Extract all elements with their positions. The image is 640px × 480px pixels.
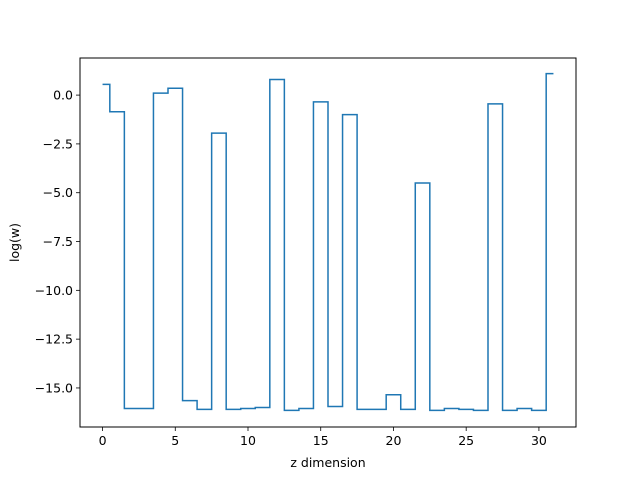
y-tick-label: −2.5 — [43, 136, 73, 151]
x-tick-label: 0 — [99, 433, 107, 448]
y-tick-label: −12.5 — [35, 332, 73, 347]
data-point — [130, 406, 134, 410]
data-point — [159, 91, 163, 95]
data-point — [551, 72, 555, 76]
y-tick-label: 0.0 — [53, 88, 73, 103]
y-axis-label: log(w) — [7, 223, 22, 262]
data-point — [144, 406, 148, 410]
data-point — [537, 408, 541, 412]
x-tick-label: 25 — [458, 433, 474, 448]
plot-frame — [79, 57, 577, 428]
data-point — [362, 407, 366, 411]
data-point — [231, 407, 235, 411]
data-point — [435, 408, 439, 412]
data-point — [304, 406, 308, 410]
data-point — [493, 102, 497, 106]
data-point — [479, 408, 483, 412]
x-tick-label: 5 — [171, 433, 179, 448]
series-line-0 — [102, 72, 554, 412]
data-point — [101, 82, 105, 86]
data-point — [348, 113, 352, 117]
data-point — [173, 86, 177, 90]
data-point — [115, 110, 119, 114]
x-axis-label: z dimension — [290, 455, 365, 470]
x-tick-label: 15 — [313, 433, 329, 448]
y-tick-label: −10.0 — [35, 283, 73, 298]
data-point — [464, 407, 468, 411]
data-point — [421, 181, 425, 185]
y-tick-label: −7.5 — [43, 234, 73, 249]
y-axis-ticks: 0.0 −2.5 −5.0 −7.5 −10.0 −12.5 −15.0 — [35, 88, 80, 395]
x-tick-label: 30 — [531, 433, 547, 448]
data-point — [246, 406, 250, 410]
data-point — [202, 407, 206, 411]
data-point — [275, 77, 279, 81]
x-axis-ticks: 0 5 10 15 20 25 30 — [99, 427, 547, 448]
data-point — [450, 406, 454, 410]
data-point — [391, 393, 395, 397]
data-point — [508, 408, 512, 412]
data-point — [188, 399, 192, 403]
y-tick-label: −5.0 — [43, 185, 73, 200]
data-point — [261, 405, 265, 409]
y-tick-label: −15.0 — [35, 380, 73, 395]
data-point — [406, 407, 410, 411]
data-point — [290, 408, 294, 412]
x-tick-label: 20 — [386, 433, 402, 448]
data-point — [319, 100, 323, 104]
data-point — [333, 405, 337, 409]
x-tick-label: 10 — [240, 433, 256, 448]
data-point — [522, 406, 526, 410]
plot-series-group — [101, 72, 555, 412]
data-point — [377, 407, 381, 411]
data-point — [217, 131, 221, 135]
